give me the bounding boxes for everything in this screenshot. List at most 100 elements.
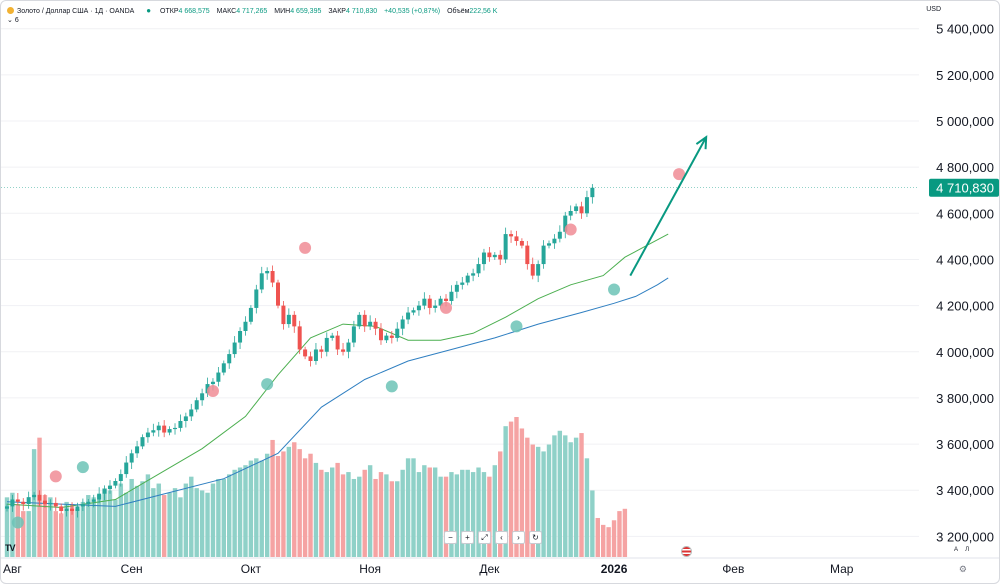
candle: [10, 499, 15, 507]
volume-bar: [552, 435, 557, 557]
candle: [216, 372, 221, 382]
volume-bar: [113, 499, 118, 557]
swing-low-marker: [510, 320, 523, 333]
volume-bar: [189, 476, 194, 557]
candle: [552, 238, 557, 244]
change-value: +40,535 (+0,87%): [384, 8, 441, 15]
candle: [91, 499, 96, 502]
y-tick-label: 4 000,000: [936, 345, 994, 360]
candles: [5, 184, 595, 518]
candle: [341, 349, 346, 352]
candle: [330, 335, 335, 338]
candle: [276, 282, 280, 306]
candle: [519, 241, 524, 246]
fit-button[interactable]: ⤢: [478, 531, 491, 544]
candle: [395, 328, 400, 338]
volume-bar: [389, 481, 395, 557]
candle: [59, 506, 64, 511]
candle: [232, 342, 237, 355]
volume-bar: [259, 460, 264, 557]
candle: [124, 462, 129, 475]
reset-button[interactable]: ↻: [529, 531, 542, 544]
volume-bar: [622, 508, 628, 557]
high-label: МАКС: [216, 8, 237, 15]
last-price-label: 4 710,830: [936, 181, 994, 196]
volume-bar: [416, 472, 422, 557]
candle: [335, 335, 340, 350]
volume-bar: [454, 474, 460, 557]
candle: [465, 275, 470, 283]
volume-bar: [546, 444, 552, 557]
candle: [162, 425, 167, 433]
currency-label[interactable]: USD: [926, 6, 941, 13]
candle: [547, 243, 551, 246]
x-tick-label: 2026: [601, 562, 628, 576]
candle: [514, 236, 519, 241]
candle: [167, 429, 172, 433]
candle: [118, 474, 123, 481]
candle: [498, 254, 503, 260]
volume-bar: [161, 495, 167, 557]
volume-bar: [183, 483, 189, 557]
tradingview-logo[interactable]: TV: [5, 543, 15, 553]
volume-bar: [335, 462, 340, 557]
candle: [259, 273, 264, 290]
candle: [200, 393, 205, 401]
volume-bar: [64, 501, 69, 557]
candle: [449, 291, 454, 301]
candle: [487, 252, 492, 258]
volume-bar: [568, 442, 573, 557]
zoom-out-button[interactable]: −: [444, 531, 457, 544]
indicators-toggle[interactable]: ⌄ 6: [7, 16, 19, 24]
volume-bar: [243, 465, 248, 557]
high-value: 4 717,265: [236, 8, 268, 15]
volume-bar: [351, 478, 357, 557]
volume-bar: [53, 511, 58, 557]
candle: [243, 321, 248, 331]
volume-bar: [15, 504, 21, 557]
volume-bar: [254, 458, 259, 557]
volume-bar: [199, 490, 205, 557]
zoom-in-button[interactable]: +: [461, 531, 474, 544]
volume-bar: [48, 497, 53, 557]
volume-bar: [557, 430, 563, 557]
candle: [427, 298, 432, 308]
y-tick-label: 3 200,000: [936, 529, 994, 544]
x-tick-label: Окт: [241, 562, 262, 576]
symbol-name[interactable]: Золото / Доллар США · 1Д · OANDA: [17, 8, 135, 15]
volume-bar: [503, 426, 508, 557]
candle: [590, 187, 595, 198]
volume-bar: [590, 490, 595, 557]
gear-icon[interactable]: ⚙: [958, 564, 967, 574]
y-tick-label: 3 600,000: [936, 437, 994, 452]
volume-bar: [91, 497, 96, 557]
low-value: 4 659,395: [290, 8, 322, 15]
candle: [303, 349, 308, 357]
volume-bar: [221, 478, 226, 557]
volume-bar: [205, 492, 210, 557]
candle: [227, 354, 232, 364]
volume-bar: [508, 421, 514, 557]
volume-bar: [124, 492, 129, 557]
volume-bar: [42, 495, 48, 557]
candle: [238, 331, 243, 343]
auto-scale-button[interactable]: А: [954, 547, 959, 553]
scroll-right-button[interactable]: ›: [512, 531, 525, 544]
volume-bar: [59, 513, 64, 557]
candle: [536, 264, 541, 276]
scroll-left-button[interactable]: ‹: [495, 531, 508, 544]
candle: [32, 494, 37, 498]
candle: [444, 298, 449, 301]
volume-bar: [357, 476, 362, 557]
volume-bar: [178, 497, 183, 557]
candle: [135, 446, 140, 454]
volume-bar: [525, 437, 530, 557]
volume-bar: [346, 472, 351, 557]
volume-bar: [541, 451, 546, 557]
candle: [362, 314, 367, 327]
candle: [525, 245, 530, 265]
swing-low-marker: [608, 283, 621, 296]
log-scale-button[interactable]: Л: [965, 547, 969, 553]
